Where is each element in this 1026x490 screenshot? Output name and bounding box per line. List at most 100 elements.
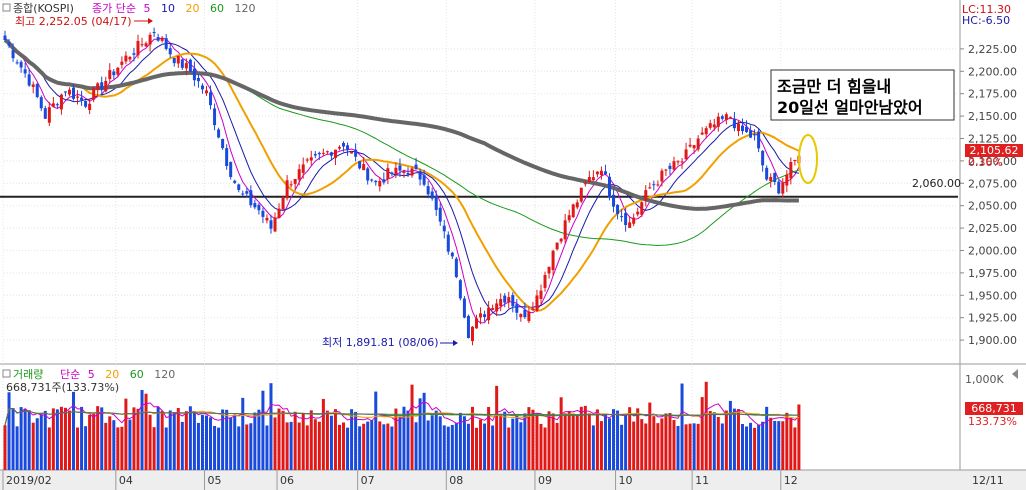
volume-bar — [241, 397, 245, 470]
candle-body — [273, 217, 277, 232]
candle-body — [261, 210, 265, 217]
candle-body — [628, 222, 632, 228]
volume-bar — [366, 421, 370, 470]
candle-body — [289, 184, 293, 186]
volume-bar — [688, 423, 692, 470]
candle-body — [479, 313, 483, 318]
candle-body — [43, 108, 47, 119]
candle-body — [446, 234, 450, 252]
volume-bar — [100, 407, 104, 470]
annotation-line: 조금만 더 힘을내 — [777, 77, 891, 96]
candle-body — [749, 130, 753, 138]
volume-bar — [495, 385, 499, 470]
candle-body — [587, 177, 591, 182]
candle-body — [354, 149, 358, 157]
volume-bar — [660, 418, 664, 470]
volume-bar — [583, 405, 587, 470]
volume-ma-legend-period: 5 — [88, 368, 95, 381]
x-tick-label: 06 — [280, 474, 294, 487]
price-ma-legend: 종가 단순 5 10 20 60 120 — [92, 2, 255, 15]
candle-body — [499, 299, 503, 307]
volume-bar — [11, 408, 15, 470]
y-tick-label: 2,000.00 — [968, 244, 1017, 257]
candle-body — [491, 308, 495, 310]
candle-body — [221, 139, 225, 149]
volume-bar — [31, 422, 35, 470]
candle-body — [346, 145, 350, 150]
volume-bar — [176, 408, 180, 470]
volume-bar — [696, 423, 700, 470]
volume-bar — [257, 409, 261, 470]
volume-bar — [329, 415, 333, 470]
volume-bar — [80, 406, 84, 470]
x-tick-label: 10 — [619, 474, 633, 487]
candle-body — [200, 85, 204, 90]
support-line-label: 2,060.00 — [912, 177, 961, 190]
candle-body — [108, 70, 112, 80]
candle-body — [188, 59, 192, 72]
volume-bar — [519, 422, 523, 470]
candle-body — [321, 152, 325, 154]
volume-bar — [499, 413, 503, 470]
volume-bar — [773, 420, 777, 470]
candle-body — [761, 150, 765, 166]
candle-body — [668, 165, 672, 169]
candle-body — [3, 35, 7, 41]
volume-bar — [515, 415, 519, 470]
panel-toggle-icon[interactable] — [2, 3, 11, 12]
volume-ma-legend-period: 20 — [105, 368, 119, 381]
candle-body — [466, 315, 470, 339]
volume-bar — [430, 415, 434, 470]
candle-body — [728, 116, 732, 118]
volume-bar — [757, 424, 761, 470]
volume-bar — [47, 427, 51, 470]
candle-body — [438, 207, 442, 222]
volume-bar — [632, 421, 636, 470]
volume-ma-layer — [4, 401, 800, 426]
candle-body — [599, 170, 603, 176]
volume-bar — [321, 398, 325, 470]
candle-body — [688, 144, 692, 147]
candle-body — [535, 295, 539, 312]
candle-body — [67, 89, 71, 95]
candle-body — [80, 97, 84, 101]
price-ma-legend-label: 종가 단순 — [92, 2, 136, 15]
volume-bar — [724, 410, 728, 470]
volume-panel-toggle-icon[interactable] — [2, 369, 11, 378]
volume-bar — [217, 427, 221, 470]
candle-body — [156, 37, 160, 41]
candle-body — [470, 326, 474, 342]
candle-body — [519, 314, 523, 318]
candle-body — [527, 311, 531, 322]
x-axis-end-label: 12/11 — [972, 474, 1004, 487]
candle-body — [616, 204, 620, 215]
candle-body — [483, 314, 487, 318]
candle-body — [575, 202, 579, 208]
candle-body — [370, 179, 374, 181]
x-tick-label: 05 — [208, 474, 222, 487]
volume-bar — [579, 406, 583, 470]
volume-bar — [636, 408, 640, 470]
candle-body — [515, 304, 519, 313]
volume-bar — [769, 417, 773, 470]
candle-body — [757, 131, 761, 149]
candle-body — [329, 152, 333, 156]
high-price-label: 최고 2,252.05 (04/17) — [15, 15, 132, 28]
candle-body — [297, 169, 301, 180]
x-axis-ticks: 2019/02 04 05 06 07 08 09 10 11 12 — [2, 470, 798, 490]
volume-bar — [507, 427, 511, 470]
candle-body — [402, 171, 406, 173]
volume-bar — [209, 417, 213, 470]
volume-badge — [965, 402, 1023, 415]
scroll-left-icon[interactable] — [1012, 369, 1018, 379]
volume-bar — [27, 410, 31, 470]
volume-bar — [148, 414, 152, 470]
volume-bar — [563, 413, 567, 470]
candle-body — [313, 154, 317, 156]
candle-body — [11, 50, 15, 59]
volume-bar — [233, 414, 237, 470]
volume-bar — [269, 383, 273, 470]
candle-body — [104, 80, 108, 92]
candle-body — [333, 149, 337, 158]
